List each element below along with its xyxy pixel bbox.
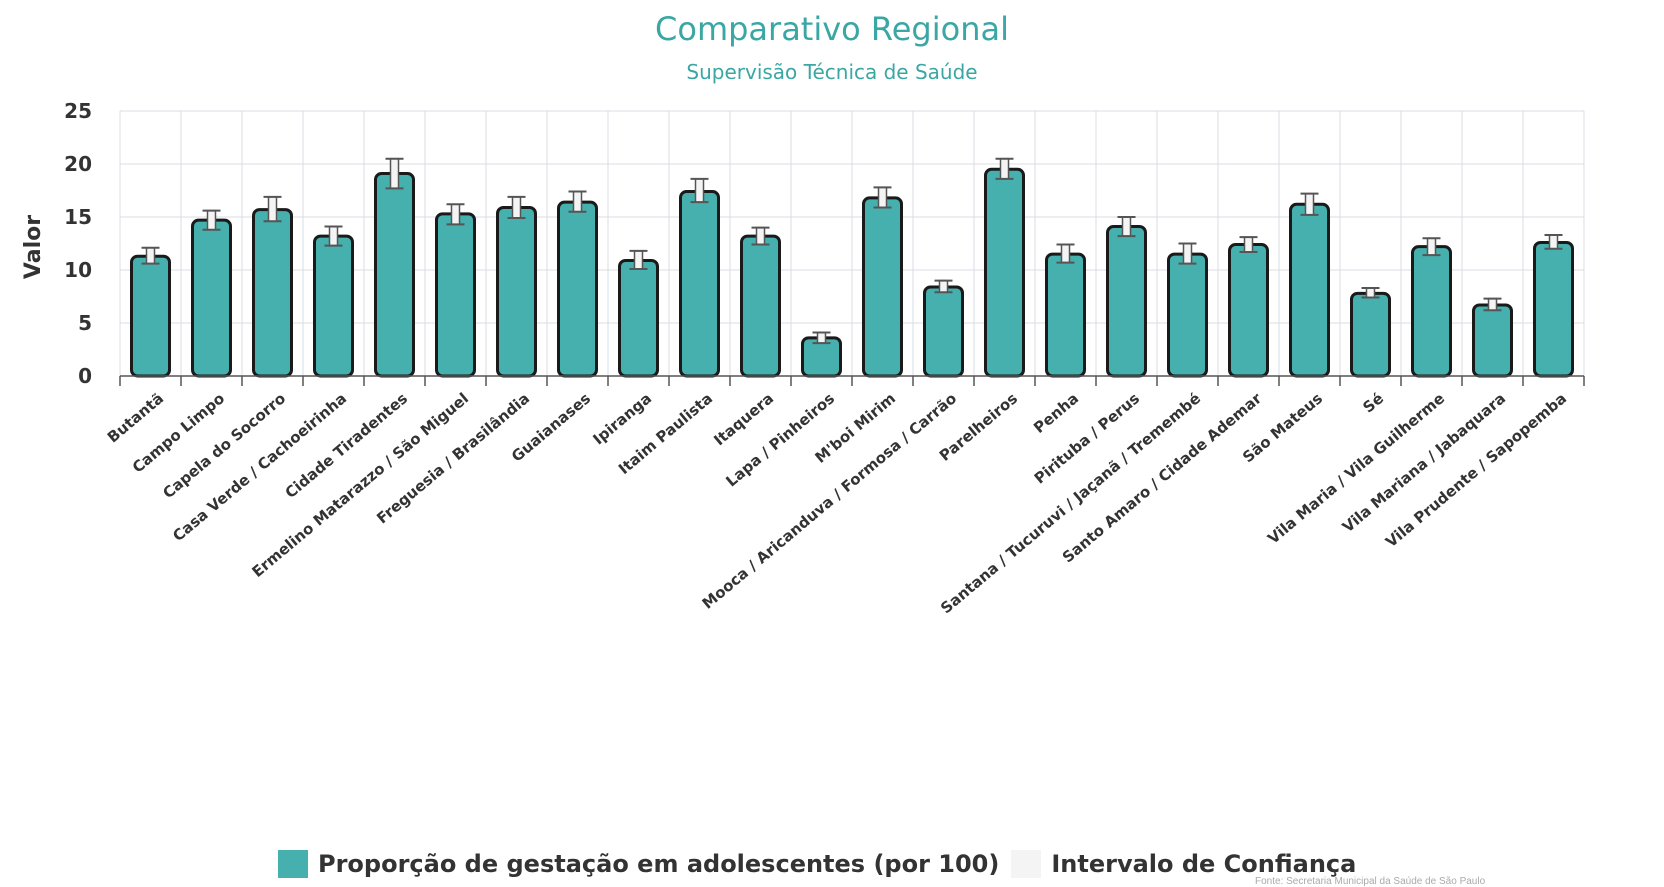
bar[interactable] — [1045, 252, 1086, 378]
error-bar-body — [694, 178, 705, 203]
bar[interactable] — [1228, 243, 1269, 378]
bar[interactable] — [679, 190, 720, 378]
legend-item-confidence[interactable]: Intervalo de Confiança — [1011, 850, 1356, 878]
error-bar-body — [1060, 243, 1071, 264]
error-bar-body — [755, 226, 766, 246]
legend-swatch-proportion — [278, 850, 308, 878]
error-bar — [1300, 192, 1319, 216]
legend: Proporção de gestação em adolescentes (p… — [278, 850, 1368, 878]
error-bar — [1422, 237, 1441, 257]
y-tick-label: 0 — [78, 364, 92, 388]
error-bar-body — [267, 196, 278, 222]
error-bar-body — [633, 250, 644, 270]
error-bar — [1239, 236, 1258, 253]
error-bar-body — [877, 186, 888, 209]
error-bar — [507, 195, 526, 220]
y-tick-label: 20 — [64, 152, 92, 176]
error-bar — [934, 279, 953, 294]
error-bar — [1117, 216, 1136, 238]
error-bar — [873, 186, 892, 209]
bar[interactable] — [1350, 291, 1391, 378]
error-bar — [324, 225, 343, 247]
error-bar-body — [999, 157, 1010, 180]
error-bar-body — [1487, 297, 1498, 312]
error-bar — [995, 157, 1014, 180]
error-bar-body — [1426, 237, 1437, 256]
error-bar — [446, 203, 465, 226]
error-bar-body — [1304, 192, 1315, 216]
y-tick-label: 5 — [78, 311, 92, 335]
x-tick-label: Ermelino Matarazzo / São Miguel — [248, 389, 472, 581]
bar[interactable] — [1106, 225, 1147, 378]
bar[interactable] — [1472, 303, 1513, 378]
y-tick-label: 25 — [64, 99, 92, 123]
bar[interactable] — [1411, 245, 1452, 378]
error-bar-body — [1365, 287, 1376, 299]
y-tick-label: 10 — [64, 258, 92, 282]
bar[interactable] — [496, 205, 537, 378]
bar[interactable] — [374, 172, 415, 378]
error-bar-body — [572, 190, 583, 213]
error-bar — [629, 249, 648, 270]
error-bar — [263, 195, 282, 223]
error-bar-body — [328, 225, 339, 247]
x-tick-label: Penha — [1030, 389, 1082, 437]
y-axis-label: Valor — [21, 215, 46, 279]
error-bar-body — [1121, 216, 1132, 237]
error-bar-body — [206, 209, 217, 231]
legend-item-proportion[interactable]: Proporção de gestação em adolescentes (p… — [278, 850, 999, 878]
bar[interactable] — [557, 200, 598, 378]
bar[interactable] — [1533, 240, 1574, 378]
legend-label-confidence: Intervalo de Confiança — [1051, 850, 1357, 878]
bar[interactable] — [923, 285, 964, 378]
x-tick-label: Pirituba / Perus — [1031, 389, 1143, 487]
y-axis: 0 5 10 15 20 25 — [64, 99, 92, 388]
x-tick-label: Lapa / Pinheiros — [722, 389, 838, 490]
error-bar — [1544, 234, 1563, 250]
legend-swatch-confidence — [1011, 850, 1042, 878]
grid-lines — [119, 110, 1585, 377]
error-bar — [568, 190, 587, 213]
bars — [130, 167, 1574, 378]
error-bar — [812, 331, 831, 345]
bar[interactable] — [984, 167, 1025, 378]
y-tick-label: 15 — [64, 205, 92, 229]
error-bar-body — [938, 279, 949, 294]
error-bar-body — [1243, 236, 1254, 253]
bar[interactable] — [862, 196, 903, 378]
error-bar — [751, 226, 770, 246]
error-bar-body — [450, 203, 461, 226]
bar[interactable] — [435, 212, 476, 378]
credit-text: Fonte: Secretaria Municipal da Saúde de … — [1255, 876, 1486, 887]
error-bar-body — [816, 331, 827, 344]
error-bar-body — [1548, 234, 1559, 250]
bar[interactable] — [130, 254, 171, 378]
error-bar — [690, 177, 709, 204]
error-bar-body — [1182, 242, 1193, 265]
error-bar-body — [389, 157, 400, 190]
error-bar — [1483, 297, 1502, 312]
bar[interactable] — [252, 208, 293, 378]
bar[interactable] — [1289, 202, 1330, 378]
error-bar — [1178, 242, 1197, 265]
chart-title: Comparativo Regional — [655, 10, 1009, 48]
error-bar — [385, 157, 404, 190]
error-bar — [1056, 243, 1075, 264]
error-bar — [202, 209, 221, 231]
error-bar — [1361, 287, 1380, 299]
bar[interactable] — [740, 234, 781, 378]
error-bars — [141, 157, 1563, 345]
error-bar-body — [511, 196, 522, 219]
bar[interactable] — [313, 234, 354, 378]
bar[interactable] — [618, 258, 659, 378]
legend-label-proportion: Proporção de gestação em adolescentes (p… — [318, 850, 1000, 878]
chart-subtitle: Supervisão Técnica de Saúde — [686, 60, 978, 84]
error-bar — [141, 246, 160, 265]
x-tick-label: Sé — [1359, 389, 1387, 416]
bar[interactable] — [191, 218, 232, 378]
error-bar-body — [145, 246, 156, 265]
bar[interactable] — [1167, 252, 1208, 378]
